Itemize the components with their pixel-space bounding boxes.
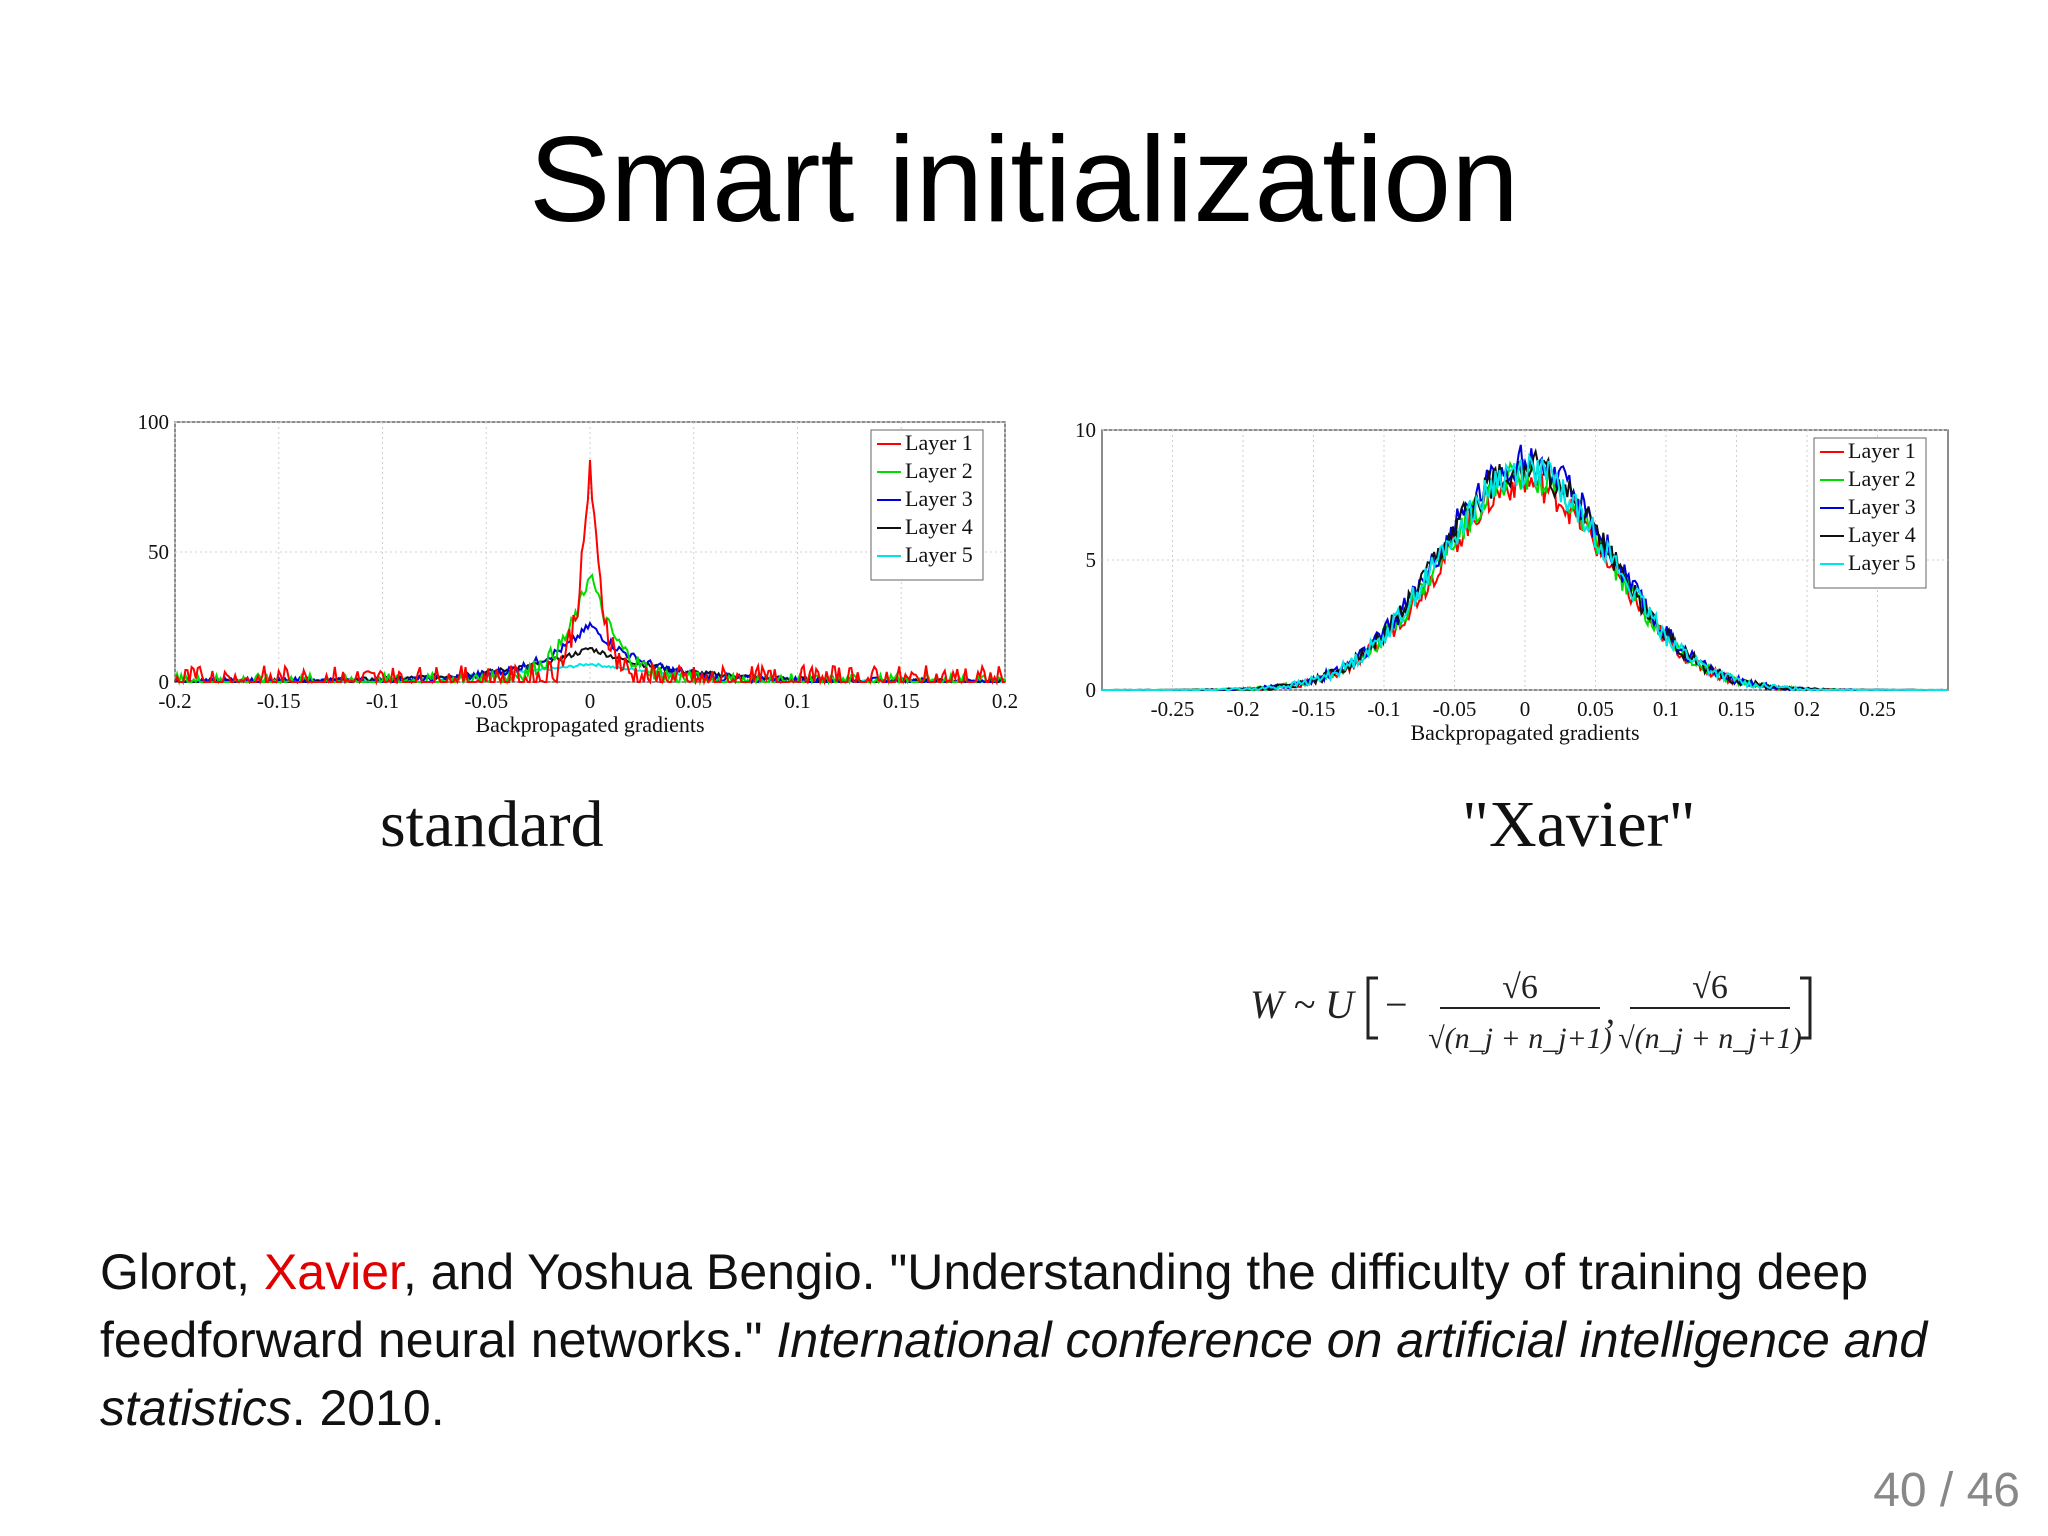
x-tick-label: 0.1 [784,689,810,713]
legend-label: Layer 5 [1848,550,1916,575]
standard-gradient-histogram-chart: -0.2 -0.15 -0.1 -0.05 0 0.05 0.1 0.15 0.2 0 50 100 L… [138,410,1019,737]
x-tick-label: 0.05 [675,689,712,713]
x-tick-label: -0.1 [366,689,399,713]
slide-title: Smart initialization [529,111,1519,247]
x-tick-label: -0.15 [1292,697,1336,721]
x-tick-label: 0.2 [1794,697,1820,721]
formula-denominator-2: √(n_j + n_j+1) [1618,1022,1802,1055]
x-tick-label: -0.05 [464,689,508,713]
citation-year: . 2010. [291,1380,445,1436]
svg-text:,: , [1606,991,1615,1031]
y-tick-label: 0 [159,670,170,694]
caption-standard: standard [380,788,604,861]
caption-xavier: "Xavier" [1462,788,1696,861]
x-tick-label: 0.15 [1718,697,1755,721]
xavier-formula: W ~ U − √6 √(n_j + n_j+1) , √6 √(n_j + n… [1250,969,1812,1055]
y-tick-label: 10 [1075,418,1096,442]
x-tick-label: 0 [1520,697,1531,721]
formula-numerator-2: √6 [1692,969,1728,1006]
formula-numerator-1: √6 [1502,969,1538,1006]
legend-label: Layer 3 [1848,494,1916,519]
legend-label: Layer 4 [1848,522,1916,547]
formula-denominator-1: √(n_j + n_j+1) [1428,1022,1612,1055]
series-line-layer-5 [1101,452,1949,692]
x-tick-label: -0.1 [1367,697,1400,721]
y-tick-label: 0 [1086,678,1097,702]
x-axis-label: Backpropagated gradients [1410,720,1639,745]
legend-label: Layer 1 [905,430,973,455]
x-tick-label: 0.1 [1653,697,1679,721]
svg-text:−: − [1385,982,1408,1027]
citation: Glorot, Xavier, and Yoshua Bengio. "Unde… [100,1238,2000,1442]
citation-authors-start: Glorot, [100,1244,264,1300]
x-tick-label: 0.25 [1859,697,1896,721]
formula-lhs: W ~ U [1250,982,1357,1027]
x-tick-label: -0.05 [1433,697,1477,721]
x-axis-label: Backpropagated gradients [475,712,704,737]
x-tick-label: -0.15 [257,689,301,713]
legend-label: Layer 1 [1848,438,1916,463]
legend-label: Layer 4 [905,514,973,539]
x-tick-label: -0.2 [1226,697,1259,721]
legend-label: Layer 3 [905,486,973,511]
series-line-layer-1 [174,459,1005,686]
legend-label: Layer 5 [905,542,973,567]
x-tick-label: 0.2 [992,689,1018,713]
y-tick-label: 100 [138,410,170,434]
citation-venue: International conference on artificial i… [100,1312,1928,1436]
y-tick-label: 50 [148,540,169,564]
x-tick-label: -0.2 [158,689,191,713]
citation-highlight: Xavier [263,1244,403,1300]
citation-title: , and Yoshua Bengio. "Understanding the … [100,1244,1869,1368]
x-tick-label: 0.15 [883,689,920,713]
y-tick-label: 5 [1086,548,1097,572]
legend-label: Layer 2 [905,458,973,483]
x-tick-label: 0 [585,689,596,713]
xavier-gradient-histogram-chart: -0.25 -0.2 -0.15 -0.1 -0.05 0 0.05 0.1 0.15 0.2 0.… [1075,418,1949,745]
page-number: 40 / 46 [1873,1464,2020,1517]
x-tick-label: -0.25 [1151,697,1195,721]
x-tick-label: 0.05 [1577,697,1614,721]
legend-label: Layer 2 [1848,466,1916,491]
